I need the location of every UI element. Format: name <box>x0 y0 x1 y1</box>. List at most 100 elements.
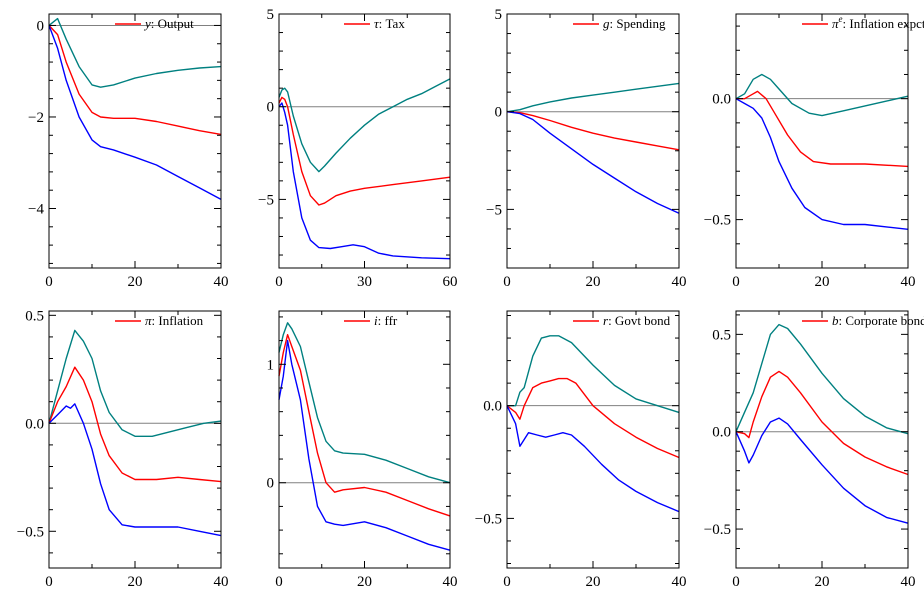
y-tick-label: 0.0 <box>712 92 731 108</box>
series-line-upper <box>506 82 680 113</box>
legend-variable: g <box>603 16 610 31</box>
panel-3: 0 20 40 5 0 −5 g: Spending <box>486 7 686 290</box>
x-tick-label: 0 <box>275 274 283 290</box>
legend-variable: τ <box>374 16 380 31</box>
series-line-lower <box>278 102 451 260</box>
y-tick-label: 0.5 <box>712 327 731 343</box>
legend-text: : Inflation expctns <box>843 16 924 31</box>
series-line-upper <box>278 322 451 484</box>
series-line-lower <box>735 417 909 524</box>
x-tick-label: 40 <box>214 574 229 590</box>
x-tick-label: 40 <box>672 274 687 290</box>
panel-2: 0 30 60 5 0 −5 τ: Tax <box>258 7 457 290</box>
series-line-median <box>48 24 222 136</box>
x-tick-label: 20 <box>586 274 601 290</box>
y-tick-label: 0 <box>267 100 275 116</box>
legend-label: r: Govt bond <box>603 313 671 328</box>
series-line-upper <box>48 17 222 88</box>
legend-superscript: e <box>839 14 843 24</box>
x-tick-label: 0 <box>45 274 53 290</box>
series-line-median <box>278 96 451 206</box>
x-tick-label: 40 <box>901 574 916 590</box>
series-line-lower <box>735 98 909 230</box>
series-line-upper <box>507 335 680 414</box>
series-line-lower <box>506 405 680 513</box>
x-tick-label: 0 <box>503 574 511 590</box>
panel-4: 0 20 40 0.0 −0.5 πe: Inflation expctns <box>704 13 924 290</box>
y-tick-label: 0 <box>267 476 275 492</box>
plot-frame <box>735 13 909 269</box>
series-line-median <box>506 111 680 151</box>
legend-label: i: ffr <box>374 313 398 328</box>
y-tick-label: 5 <box>267 7 275 23</box>
y-tick-label: −5 <box>486 202 502 218</box>
panel-5: 0 20 40 0.5 0.0 −0.5 π: Inflation <box>17 308 229 590</box>
x-tick-label: 40 <box>443 574 458 590</box>
legend-variable: y <box>143 16 151 31</box>
legend-label: y: Output <box>143 16 194 31</box>
x-tick-label: 40 <box>901 274 916 290</box>
y-tick-label: −2 <box>28 110 44 126</box>
x-tick-label: 40 <box>672 574 687 590</box>
legend-text: : Govt bond <box>608 313 671 328</box>
x-tick-label: 20 <box>128 574 143 590</box>
legend-text: : Tax <box>379 16 406 31</box>
y-tick-label: 0.5 <box>25 308 44 324</box>
plot-frame <box>506 13 680 269</box>
y-tick-label: −5 <box>258 192 274 208</box>
series-line-upper <box>735 73 909 117</box>
panel-8: 0 20 40 0.5 0.0 −0.5 b: Corporate bond <box>704 310 924 590</box>
series-line-upper <box>735 323 909 435</box>
legend-variable: π <box>145 313 152 328</box>
plot-frame <box>48 310 222 569</box>
series-line-upper <box>278 78 451 173</box>
series-line-median <box>506 377 680 459</box>
legend-label: πe: Inflation expctns <box>832 14 924 31</box>
y-tick-label: −0.5 <box>704 213 731 229</box>
series-line-lower <box>278 339 451 551</box>
y-tick-label: −0.5 <box>475 511 502 527</box>
x-tick-label: 20 <box>815 574 830 590</box>
plot-frame <box>735 310 909 569</box>
y-tick-label: 0.0 <box>25 416 44 432</box>
x-tick-label: 0 <box>45 574 53 590</box>
x-tick-label: 0 <box>275 574 283 590</box>
legend-text: : Output <box>151 16 194 31</box>
plot-frame <box>506 310 680 569</box>
x-tick-label: 20 <box>128 274 143 290</box>
y-tick-label: −4 <box>28 202 44 218</box>
y-tick-label: 5 <box>495 7 503 23</box>
panel-1: 0 20 40 0 −2 −4 y: Output <box>28 13 229 290</box>
series-line-upper <box>48 329 222 437</box>
x-tick-label: 20 <box>815 274 830 290</box>
legend-label: π: Inflation <box>145 313 204 328</box>
y-tick-label: 0 <box>37 18 45 34</box>
series-line-median <box>48 366 222 483</box>
plot-frame <box>48 13 222 269</box>
y-tick-label: 1 <box>267 357 275 373</box>
series-line-median <box>735 370 909 476</box>
y-tick-label: 0.0 <box>483 399 502 415</box>
legend-variable: i <box>374 313 378 328</box>
series-line-median <box>278 334 451 517</box>
x-tick-label: 30 <box>357 274 372 290</box>
legend-label: τ: Tax <box>374 16 405 31</box>
legend-variable: b <box>832 313 839 328</box>
y-tick-label: −0.5 <box>17 524 44 540</box>
plot-frame <box>278 310 451 569</box>
x-tick-label: 0 <box>503 274 511 290</box>
legend-label: g: Spending <box>603 16 666 31</box>
panel-7: 0 20 40 0.0 −0.5 r: Govt bond <box>475 310 687 590</box>
series-line-lower <box>48 25 222 201</box>
legend-variable: r <box>603 313 609 328</box>
legend-variable: π <box>832 16 839 31</box>
legend-text: : ffr <box>378 313 398 328</box>
legend-label: b: Corporate bond <box>832 313 924 328</box>
x-tick-label: 0 <box>732 574 740 590</box>
x-tick-label: 20 <box>586 574 601 590</box>
y-tick-label: 0 <box>495 105 503 121</box>
y-tick-label: −0.5 <box>704 522 731 538</box>
panel-6: 0 20 40 1 0 i: ffr <box>267 310 458 590</box>
x-tick-label: 40 <box>214 274 229 290</box>
